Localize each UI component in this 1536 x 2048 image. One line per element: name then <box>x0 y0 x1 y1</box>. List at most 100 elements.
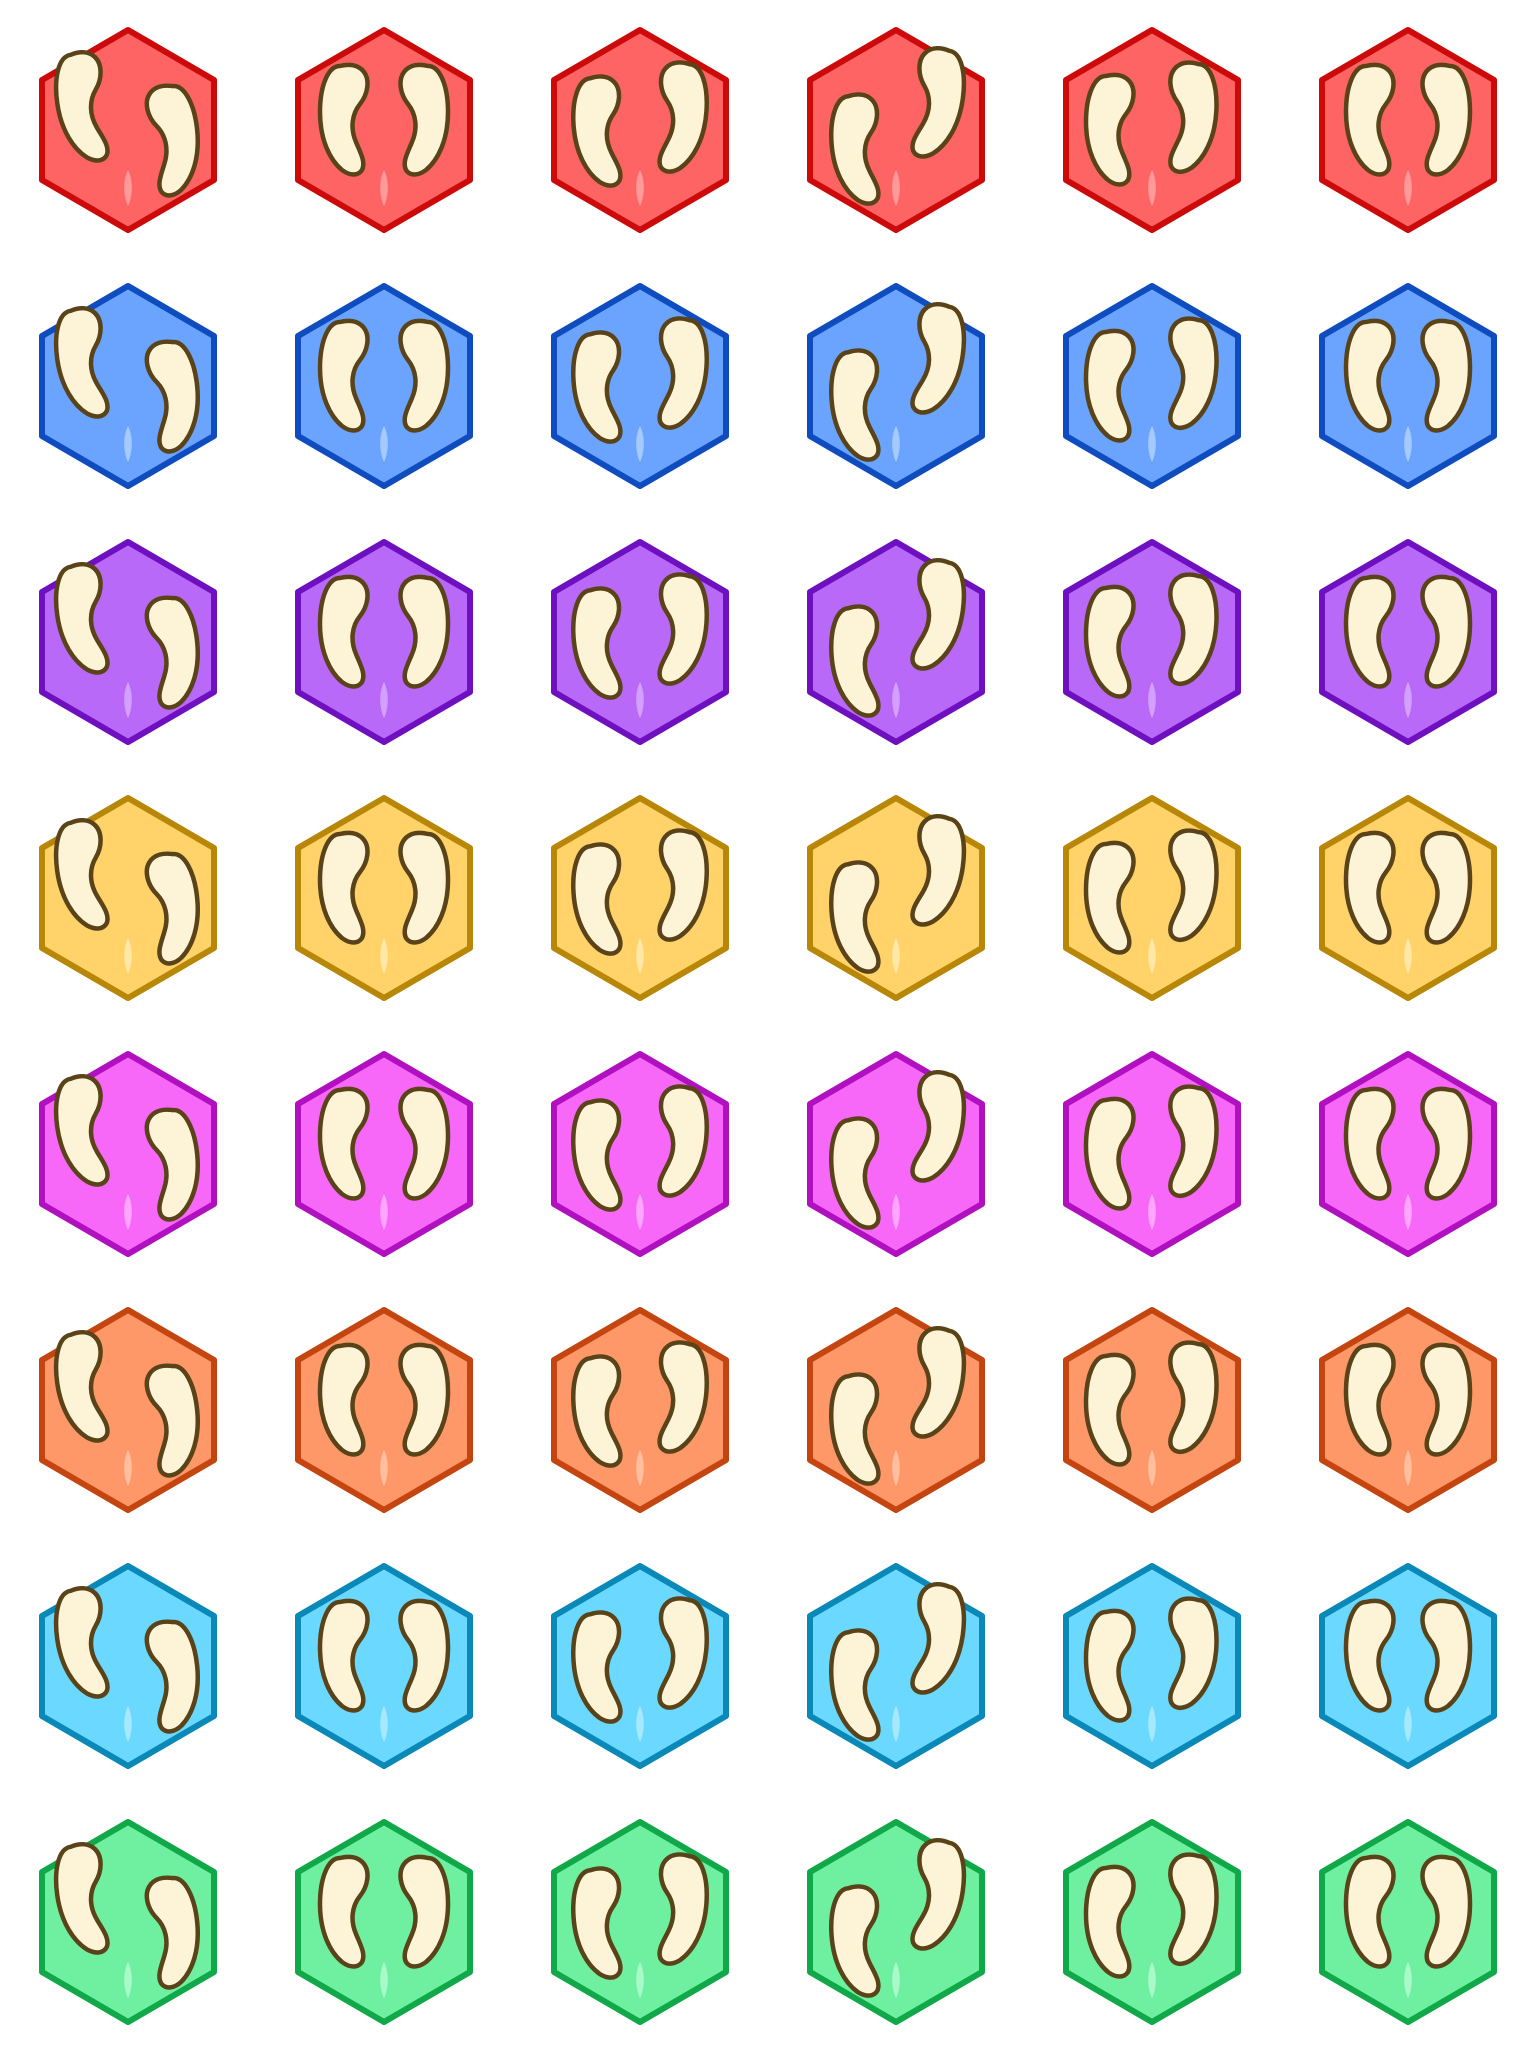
hoof-toe-left <box>1083 584 1136 699</box>
hoof-tile-red-paired-upright[interactable] <box>284 20 484 240</box>
hoof-tile-yellow-spread-left[interactable] <box>28 788 228 1008</box>
hoof-tile-blue-spread-left[interactable] <box>28 276 228 496</box>
hoof-toe-right <box>398 62 451 177</box>
shine-highlight <box>124 1962 132 1998</box>
hoof-toe-left <box>53 1074 110 1187</box>
hoof-toe-left <box>571 1098 623 1212</box>
hoof-toe-right <box>1420 318 1473 433</box>
hoof-tile-yellow-right-raised[interactable] <box>540 788 740 1008</box>
hoof-toe-right <box>910 558 967 671</box>
cloven-hoof-icon <box>1063 1563 1241 1769</box>
hoof-tile-purple-right-raised-b[interactable] <box>1052 532 1252 752</box>
cloven-hoof-icon <box>1319 1307 1497 1513</box>
hoof-tile-orange-spread-left[interactable] <box>28 1300 228 1520</box>
hoof-tile-yellow-paired-symmetric[interactable] <box>1308 788 1508 1008</box>
hoof-toe-left <box>829 1884 881 1998</box>
hoof-tile-magenta-right-raised[interactable] <box>540 1044 740 1264</box>
hoof-toe-left <box>571 74 623 188</box>
cloven-hoof-icon <box>551 283 729 489</box>
hoof-toe-right <box>1420 1086 1473 1201</box>
cloven-hoof-icon <box>1319 1819 1497 2025</box>
hoof-tile-cyan-paired-symmetric[interactable] <box>1308 1556 1508 1776</box>
shine-highlight <box>1148 682 1156 718</box>
hoof-toe-left <box>571 330 623 444</box>
hoof-tile-magenta-right-raised-b[interactable] <box>1052 1044 1252 1264</box>
cloven-hoof-icon <box>295 27 473 233</box>
hoof-toe-left <box>571 586 623 700</box>
hoof-tile-purple-right-raised[interactable] <box>540 532 740 752</box>
hoof-tile-green-spread-left[interactable] <box>28 1812 228 2032</box>
hoof-toe-right <box>398 1854 451 1969</box>
hoof-tile-green-paired-upright[interactable] <box>284 1812 484 2032</box>
hoof-tile-blue-paired-upright[interactable] <box>284 276 484 496</box>
cloven-hoof-icon <box>1063 1819 1241 2025</box>
hoof-tile-magenta-stepping[interactable] <box>796 1044 996 1264</box>
hoof-tile-green-paired-symmetric[interactable] <box>1308 1812 1508 2032</box>
hoof-tile-purple-stepping[interactable] <box>796 532 996 752</box>
shine-highlight <box>1148 938 1156 974</box>
hoof-tile-orange-right-raised-b[interactable] <box>1052 1300 1252 1520</box>
hoof-toe-right <box>1420 1342 1473 1457</box>
hoof-toe-right <box>910 1070 967 1183</box>
hoof-tile-green-right-raised[interactable] <box>540 1812 740 2032</box>
hoof-tile-green-right-raised-b[interactable] <box>1052 1812 1252 2032</box>
hoof-tile-red-right-raised-b[interactable] <box>1052 20 1252 240</box>
hoof-toe-right <box>657 1852 709 1966</box>
shine-highlight <box>1148 1194 1156 1230</box>
hoof-tile-blue-paired-symmetric[interactable] <box>1308 276 1508 496</box>
hoof-toe-left <box>53 50 110 163</box>
hoof-toe-left <box>1083 1608 1136 1723</box>
hoof-toe-right <box>1420 574 1473 689</box>
hoof-tile-red-paired-symmetric[interactable] <box>1308 20 1508 240</box>
hoof-toe-right <box>144 1619 200 1734</box>
hoof-tile-blue-right-raised[interactable] <box>540 276 740 496</box>
hoof-tile-red-spread-left[interactable] <box>28 20 228 240</box>
shine-highlight <box>892 938 900 974</box>
shine-highlight <box>380 1194 388 1230</box>
shine-highlight <box>892 1194 900 1230</box>
shine-highlight <box>124 682 132 718</box>
hoof-tile-blue-stepping[interactable] <box>796 276 996 496</box>
hoof-tile-purple-paired-upright[interactable] <box>284 532 484 752</box>
hoof-toe-left <box>1083 1352 1136 1467</box>
hoof-toe-left <box>53 306 110 419</box>
hoof-toe-right <box>144 1363 200 1478</box>
cloven-hoof-icon <box>1063 539 1241 745</box>
hoof-tile-orange-right-raised[interactable] <box>540 1300 740 1520</box>
hoof-toe-right <box>910 302 967 415</box>
hoof-tile-green-stepping[interactable] <box>796 1812 996 2032</box>
hoof-tile-yellow-stepping[interactable] <box>796 788 996 1008</box>
hoof-tile-cyan-paired-upright[interactable] <box>284 1556 484 1776</box>
hoof-tile-orange-stepping[interactable] <box>796 1300 996 1520</box>
hoof-toe-right <box>910 1582 967 1695</box>
hoof-tile-red-stepping[interactable] <box>796 20 996 240</box>
hoof-tile-purple-paired-symmetric[interactable] <box>1308 532 1508 752</box>
hoof-toe-left <box>829 1372 881 1486</box>
cloven-hoof-icon <box>295 539 473 745</box>
hoof-tile-cyan-right-raised[interactable] <box>540 1556 740 1776</box>
hoof-tile-blue-right-raised-b[interactable] <box>1052 276 1252 496</box>
hoof-toe-right <box>657 60 709 174</box>
hoof-toe-right <box>657 316 709 430</box>
hoof-tile-cyan-stepping[interactable] <box>796 1556 996 1776</box>
cloven-hoof-icon <box>551 795 729 1001</box>
hoof-tile-magenta-spread-left[interactable] <box>28 1044 228 1264</box>
hoof-tile-orange-paired-upright[interactable] <box>284 1300 484 1520</box>
cloven-hoof-icon <box>551 1051 729 1257</box>
hoof-tile-cyan-right-raised-b[interactable] <box>1052 1556 1252 1776</box>
hoof-tile-orange-paired-symmetric[interactable] <box>1308 1300 1508 1520</box>
hoof-tile-magenta-paired-symmetric[interactable] <box>1308 1044 1508 1264</box>
hoof-toe-right <box>398 1598 451 1713</box>
hoof-tile-purple-spread-left[interactable] <box>28 532 228 752</box>
hoof-toe-right <box>1420 830 1473 945</box>
hoof-tile-magenta-paired-upright[interactable] <box>284 1044 484 1264</box>
hoof-tile-yellow-paired-upright[interactable] <box>284 788 484 1008</box>
cloven-hoof-icon <box>39 1051 217 1257</box>
hoof-toe-left <box>1343 830 1396 945</box>
hoof-tile-red-right-raised[interactable] <box>540 20 740 240</box>
hoof-toe-right <box>1168 1596 1219 1711</box>
hoof-tile-yellow-right-raised-b[interactable] <box>1052 788 1252 1008</box>
hoof-toe-right <box>657 828 709 942</box>
hoof-tile-cyan-spread-left[interactable] <box>28 1556 228 1776</box>
